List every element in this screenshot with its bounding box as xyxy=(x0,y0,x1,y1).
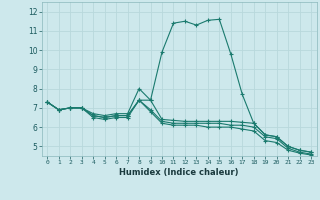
X-axis label: Humidex (Indice chaleur): Humidex (Indice chaleur) xyxy=(119,168,239,177)
